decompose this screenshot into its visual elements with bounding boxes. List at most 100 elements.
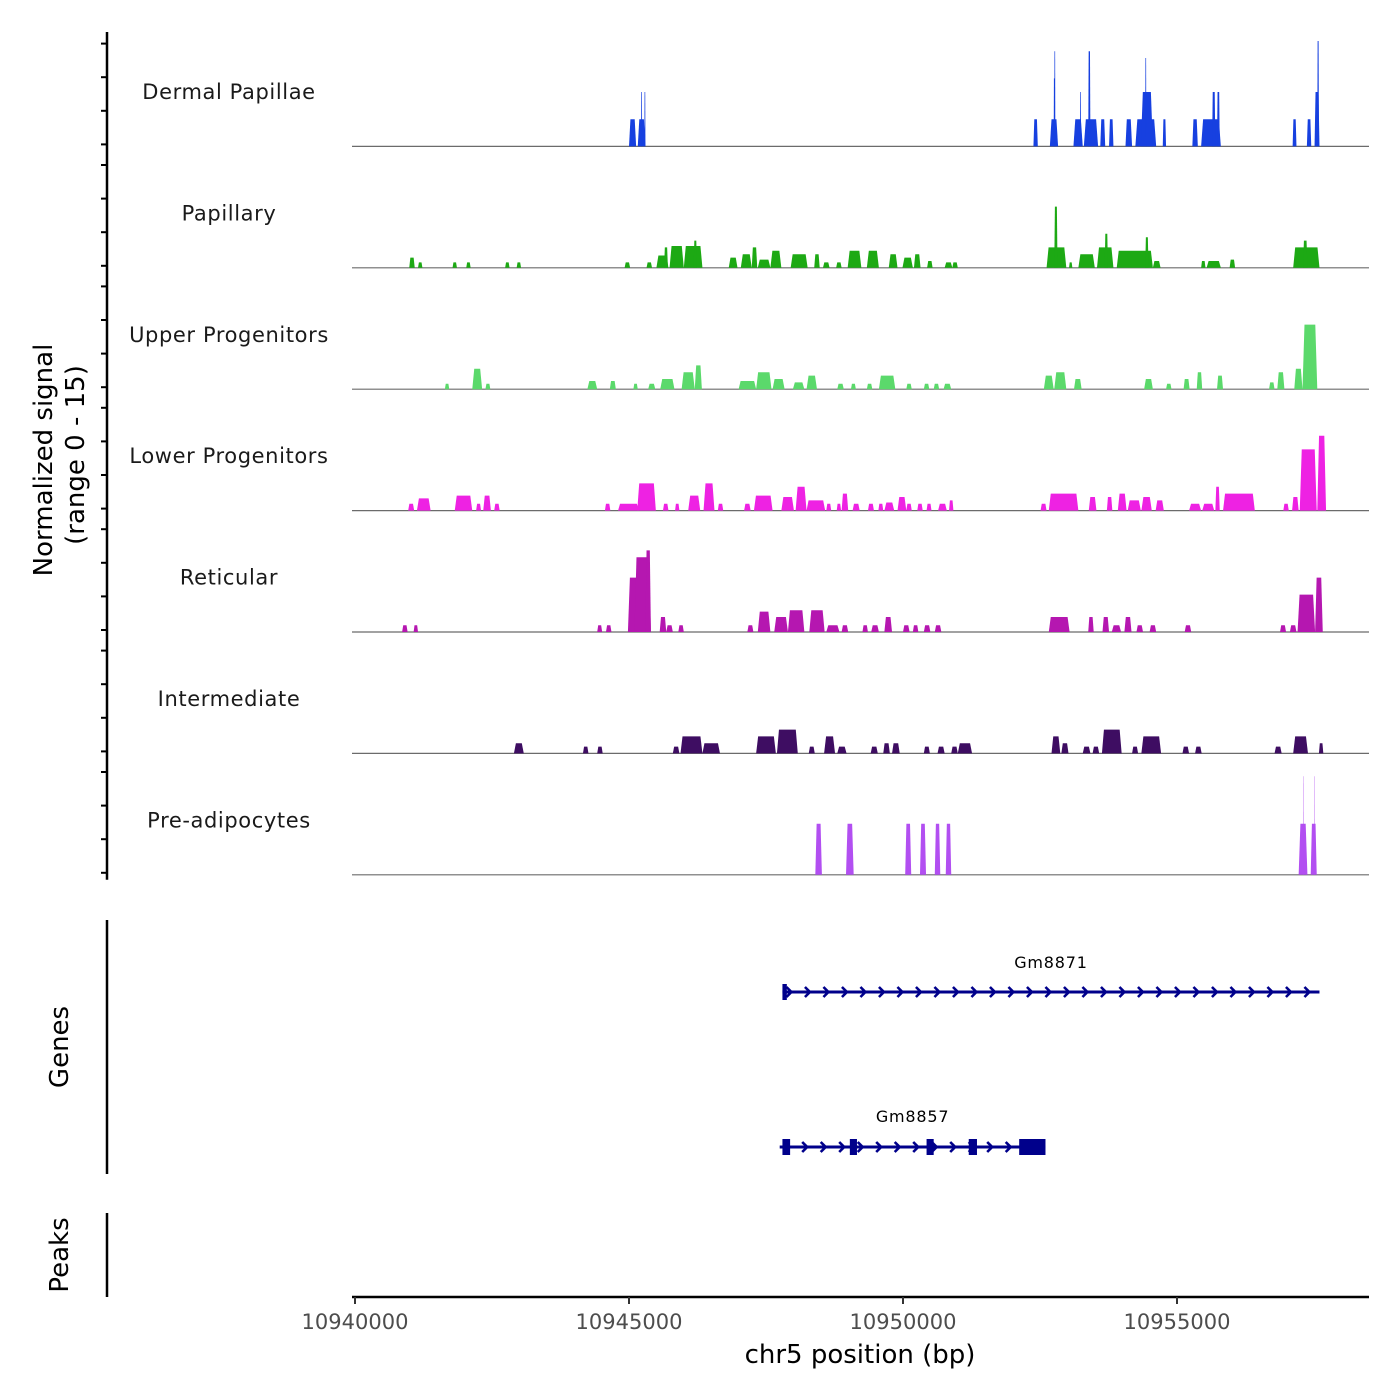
signal-peak [1223,493,1255,511]
signal-peak [1048,617,1070,632]
signal-peak [1298,823,1308,875]
signal-peak [408,503,415,511]
y-axis-title-line2: (range 0 - 15) [61,365,91,545]
signal-peak [444,383,450,390]
signal-peak [629,119,637,147]
track-label: Reticular [180,566,278,590]
strand-arrow [1007,986,1016,998]
strand-arrow [896,986,905,998]
signal-peak [672,746,680,754]
track-papillary: Papillary [101,164,1369,269]
signal-peak [836,262,842,268]
y-axis-title-line1: Normalized signal [29,344,59,577]
signal-peak [1141,736,1162,754]
signal-peak [1201,261,1206,268]
signal-peak [609,381,616,390]
signal-peak [1106,497,1113,511]
signal-peak [952,262,958,268]
signal-peak [937,746,945,754]
signal-peak [466,262,471,268]
signal-peak [751,247,758,268]
signal-peak [790,254,808,268]
signal-peak [1184,625,1192,632]
signal-peak [485,383,491,390]
strand-arrow [912,1141,921,1153]
signal-peak [1206,261,1221,268]
signal-peak [637,483,656,511]
strand-arrow [893,1141,902,1153]
signal-peak [1124,617,1132,632]
signal-peak [1073,119,1083,147]
exon [968,1139,977,1155]
signal-peak [1212,92,1216,147]
strand-arrow [1192,986,1201,998]
signal-peak [1140,92,1153,147]
signal-peak [1277,372,1285,390]
signal-peak [824,736,836,754]
x-tick-label: 10950000 [850,1310,957,1334]
track-label: Pre-adipocytes [147,808,311,832]
signal-peak [1317,41,1319,147]
signal-peak [1116,250,1153,268]
signal-peak [1306,119,1312,147]
signal-peak [416,498,431,511]
track-reticular: Reticular [101,528,1369,633]
signal-peak [906,383,912,390]
strand-arrow [1174,986,1182,998]
strand-arrow [801,1141,810,1153]
signal-peak [957,743,973,754]
signal-peak [1196,372,1203,390]
track-pre-adipocytes: Pre-adipocytes [101,771,1369,876]
strand-arrow [1044,986,1053,998]
signal-peak [1155,500,1164,511]
signal-peak [888,254,898,268]
signal-peak [702,743,720,754]
signal-peak [513,743,524,754]
strand-arrow [915,986,923,998]
signal-peak [1136,625,1144,632]
signal-peak [666,625,673,632]
signal-peak [814,254,820,268]
signal-peak [1189,503,1202,511]
x-tick-label: 10955000 [1124,1310,1231,1334]
signal-peak [1162,119,1167,147]
strand-arrow [1026,986,1034,998]
exon [849,1139,857,1155]
signal-peak [1048,493,1079,511]
signal-peak [1088,617,1094,632]
signal-peak [1292,497,1299,511]
gene-gm8857: Gm8857 [779,1107,1046,1155]
signal-peak [1040,503,1047,511]
signal-peak [847,250,862,268]
strand-arrow [822,986,831,998]
signal-peak [892,743,900,754]
signal-peak [1111,625,1122,632]
signal-peak [1215,486,1220,511]
strand-arrow [856,1141,865,1153]
signal-peak [815,823,822,875]
signal-peak [923,383,930,390]
track-label: Intermediate [158,687,301,711]
coverage-tracks: Dermal Papillae Papillary Upper Progenitor… [101,41,1369,876]
signal-peak [1102,617,1110,632]
signal-peak [618,503,639,511]
signal-peak [505,262,510,268]
signal-peak [740,254,752,268]
signal-peak [1166,383,1172,390]
signal-peak [841,625,849,632]
signal-peak [1314,776,1315,875]
signal-peak [866,383,873,390]
signal-peak [418,262,423,268]
strand-arrow [819,1141,828,1153]
signal-peak [1132,746,1139,754]
strand-arrow [785,986,794,998]
strand-arrow [1063,986,1071,998]
signal-peak [476,503,482,511]
strand-arrow [841,986,849,998]
signal-peak [413,625,419,632]
signal-peak [912,625,919,632]
strand-arrow [859,986,868,998]
signal-peak [884,617,893,632]
signal-peak [681,372,695,390]
